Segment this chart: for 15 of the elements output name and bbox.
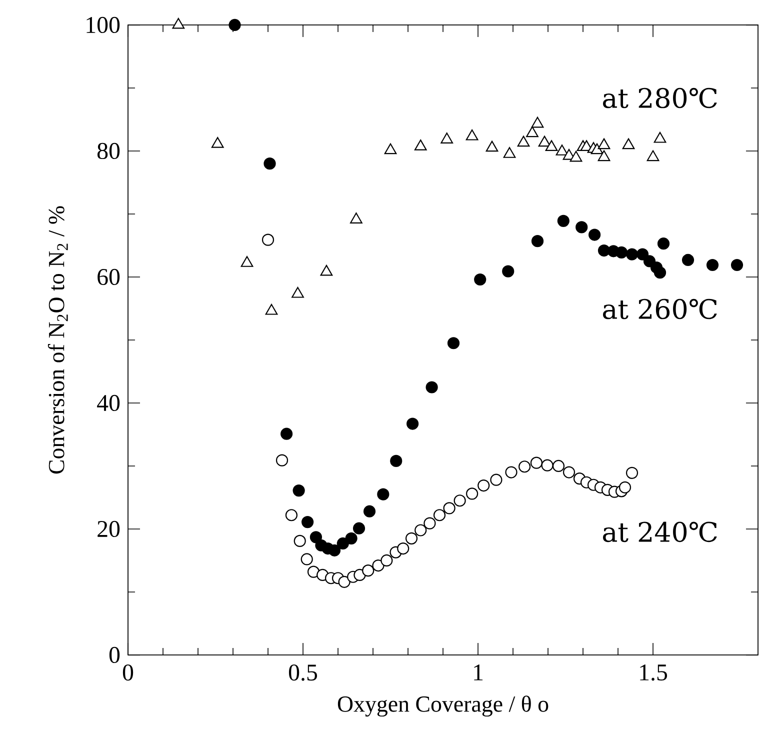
y-tick-label: 40 (97, 394, 120, 412)
y-tick-label: 20 (98, 520, 120, 538)
x-axis-title: Oxygen Coverage / θ o (338, 696, 548, 717)
legend-label: at 280℃ (603, 88, 717, 108)
x-tick-label: 1 (474, 664, 483, 680)
y-tick-label: 100 (86, 16, 120, 34)
y-tick-label: 60 (98, 268, 120, 286)
y-axis-title: Conversion of N$_{2}$O to N$_{2}$ / % (48, 206, 68, 474)
x-tick-label: 1.5 (640, 664, 668, 681)
series-label: at 260℃ (603, 298, 717, 320)
x-tick-label: 0 (122, 664, 134, 681)
legend-label: at 240℃ (603, 522, 717, 542)
y-tick-label: 80 (97, 142, 120, 160)
y-tick-label: 0 (109, 646, 120, 664)
x-tick-label: 0.5 (288, 664, 318, 681)
